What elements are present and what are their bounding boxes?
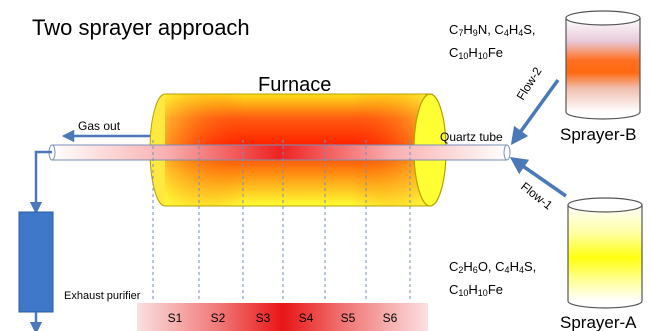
sprayer-b-formula-line-1: C7H9N, C4H4S, <box>449 22 536 38</box>
flow-2-arrow <box>510 78 560 146</box>
exhaust-purifier <box>18 211 54 313</box>
zone-label-s4: S4 <box>299 311 314 325</box>
sprayer-b-label: Sprayer-B <box>560 125 637 144</box>
zone-label-s3: S3 <box>256 311 271 325</box>
zone-dividers <box>152 140 411 302</box>
flow-1-arrow <box>509 157 567 198</box>
sprayer-a-formula-line-2: C10H10Fe <box>449 282 503 298</box>
flow-2-label: Flow-2 <box>514 64 545 102</box>
exhaust-purifier-label: Exhaust purifier <box>64 290 141 302</box>
sprayer-a-formula-line-1: C2H6O, C4H4S, <box>449 259 536 275</box>
zone-label-s6: S6 <box>383 311 398 325</box>
sprayer-a-label: Sprayer-A <box>560 313 637 331</box>
sprayer-b-formula-line-2: C10H10Fe <box>449 45 503 61</box>
sprayer-b-container <box>565 10 641 120</box>
zone-temperature-bar <box>137 303 428 331</box>
quartz-tube-label: Quartz tube <box>440 130 503 144</box>
sprayer-a-container <box>567 197 643 309</box>
quartz-tube <box>48 144 511 161</box>
zone-label-s5: S5 <box>341 311 356 325</box>
gas-out-label: Gas out <box>78 119 121 133</box>
zone-labels: S1 S2 S3 S4 S5 S6 <box>168 311 398 325</box>
furnace-label: Furnace <box>258 74 331 96</box>
zone-label-s2: S2 <box>211 311 226 325</box>
diagram-title: Two sprayer approach <box>32 15 250 40</box>
zone-label-s1: S1 <box>168 311 183 325</box>
exhaust-pipe-line <box>29 150 52 215</box>
